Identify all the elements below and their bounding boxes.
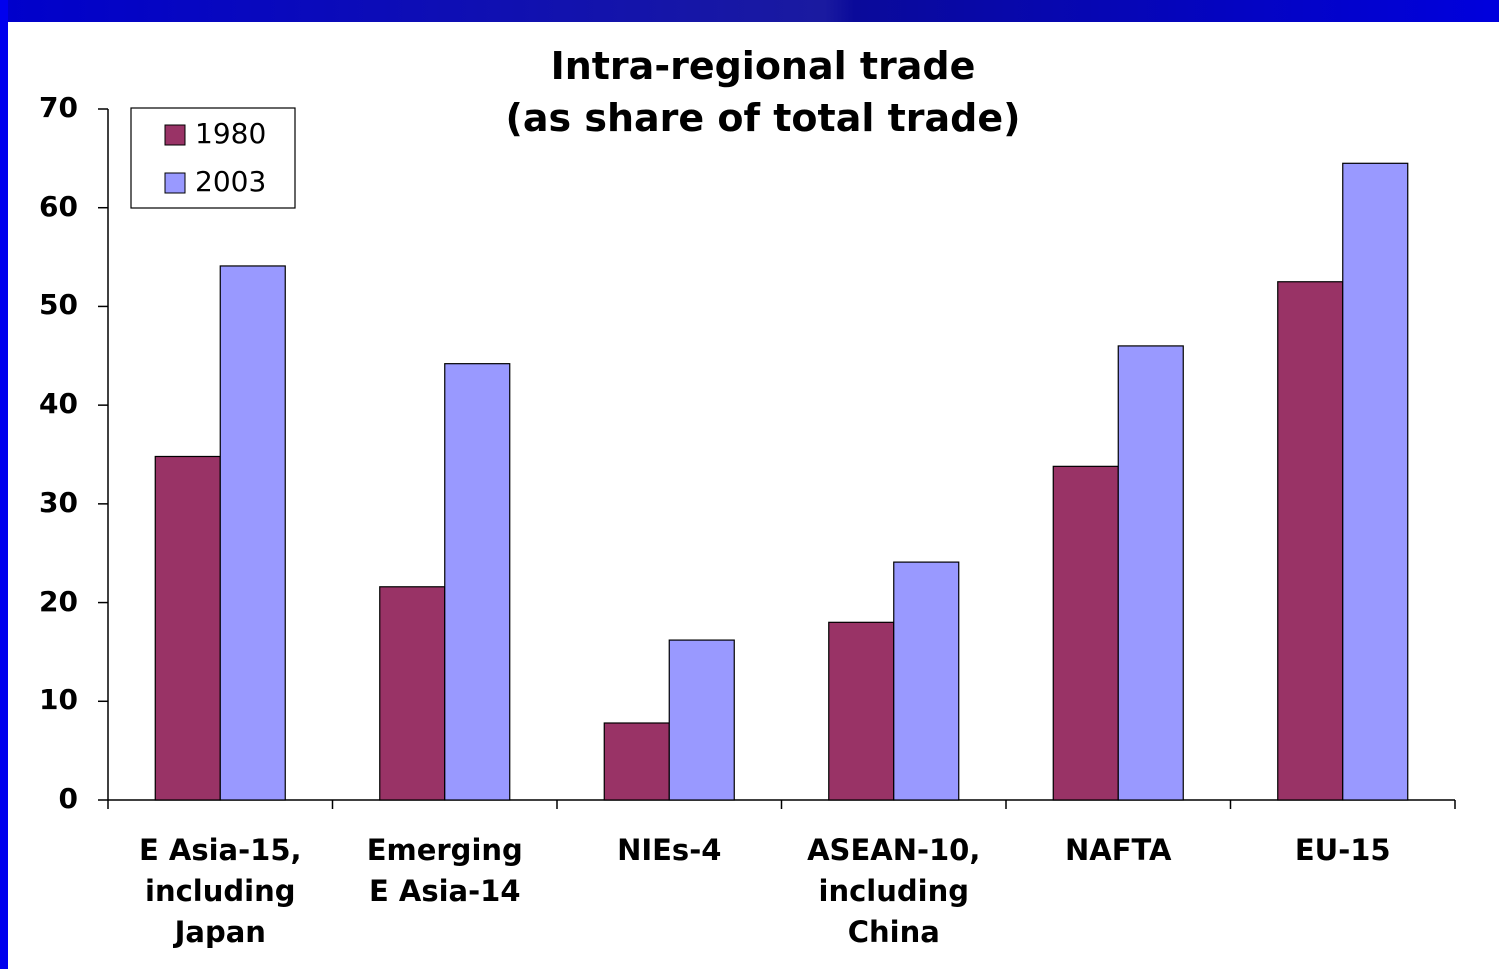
x-tick-label: Emerging E Asia-14 xyxy=(366,833,523,908)
bar xyxy=(668,639,735,801)
slide-frame xyxy=(0,0,1499,22)
legend-label: 1980 xyxy=(195,117,267,150)
x-tick-label: NIEs-4 xyxy=(617,833,722,867)
x-tick-label: ASEAN-10, including China xyxy=(807,833,981,949)
legend-label: 2003 xyxy=(195,165,267,198)
legend-swatch xyxy=(164,172,186,194)
bar xyxy=(379,586,446,801)
bar xyxy=(893,561,960,801)
y-tick-label: 40 xyxy=(39,387,78,421)
x-tick-label: EU-15 xyxy=(1294,833,1391,867)
y-tick-label: 50 xyxy=(39,288,78,322)
x-tick-label: NAFTA xyxy=(1065,833,1172,867)
legend-box xyxy=(130,107,296,209)
y-tick-label: 0 xyxy=(58,782,78,815)
y-tick-label: 30 xyxy=(39,485,78,519)
bar xyxy=(828,621,895,801)
y-tick-label: 60 xyxy=(39,189,78,223)
bar xyxy=(154,455,221,801)
y-tick-label: 10 xyxy=(39,683,78,717)
slide-frame xyxy=(0,0,8,969)
legend-swatch xyxy=(164,124,186,146)
bar xyxy=(1342,162,1409,801)
y-tick-label: 70 xyxy=(39,91,78,124)
bar xyxy=(1052,465,1119,801)
x-tick-label: E Asia-15, including Japan xyxy=(138,833,302,949)
bar xyxy=(444,363,511,801)
bar xyxy=(603,722,670,801)
y-tick-label: 20 xyxy=(39,584,78,618)
bar xyxy=(1117,345,1184,801)
chart-title: Intra-regional trade (as share of total … xyxy=(505,44,1021,140)
bar xyxy=(219,265,286,801)
bar xyxy=(1277,281,1344,801)
